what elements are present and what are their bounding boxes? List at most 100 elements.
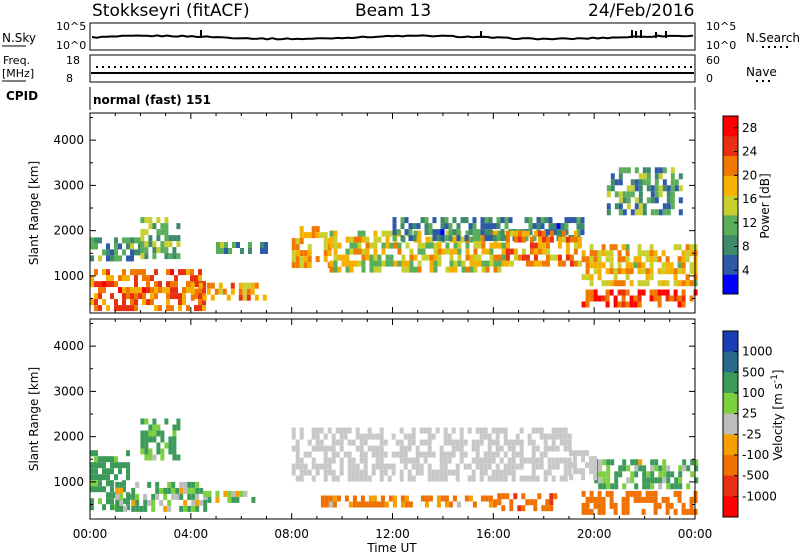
data-cell (207, 490, 212, 497)
data-cell (363, 463, 368, 470)
data-cell (392, 495, 397, 502)
data-cell (456, 235, 461, 242)
data-cell (461, 236, 466, 243)
data-cell (662, 209, 667, 216)
data-cell (367, 433, 372, 440)
data-cell (473, 266, 478, 273)
data-cell (602, 483, 607, 490)
data-cell (198, 287, 202, 294)
data-cell (264, 242, 268, 248)
data-cell (264, 248, 268, 254)
data-cell (419, 427, 424, 434)
data-cell (441, 248, 446, 255)
data-cell (581, 256, 586, 263)
data-cell (106, 480, 110, 487)
data-cell (457, 248, 462, 255)
data-cell (90, 480, 94, 487)
data-cell (315, 232, 320, 239)
data-cell (102, 269, 106, 276)
data-cell (246, 294, 251, 301)
data-cell (445, 248, 450, 255)
data-cell (224, 248, 228, 254)
data-cell (495, 451, 500, 458)
data-cell (357, 260, 362, 267)
data-cell (609, 256, 614, 263)
data-cell (488, 223, 493, 230)
data-cell (424, 229, 429, 236)
data-cell (614, 179, 619, 186)
data-cell (665, 268, 670, 275)
data-cell (453, 236, 458, 243)
data-cell (190, 294, 195, 301)
data-cell (535, 445, 540, 452)
data-cell (646, 197, 651, 204)
data-cell (661, 280, 666, 287)
data-cell (613, 268, 618, 275)
data-cell (413, 230, 418, 237)
data-cell (348, 501, 353, 508)
data-cell (152, 436, 157, 443)
data-cell (232, 242, 236, 248)
data-cell (239, 490, 244, 497)
data-cell (481, 242, 486, 249)
data-cell (618, 167, 623, 174)
data-cell (409, 260, 414, 267)
power-colorbar-tick-label: 28 (742, 121, 757, 135)
data-cell (657, 502, 662, 509)
data-cell (375, 451, 380, 458)
data-cell (589, 496, 594, 503)
data-cell (511, 463, 516, 470)
data-cell (645, 274, 650, 281)
data-cell (198, 282, 203, 289)
data-cell (637, 490, 642, 497)
cpid-mode-text: normal (fast) 151 (93, 93, 211, 107)
data-cell (496, 217, 501, 224)
data-cell (126, 275, 130, 282)
data-cell (254, 294, 259, 301)
data-cell (359, 469, 364, 476)
data-cell (585, 508, 590, 515)
data-cell (533, 248, 538, 255)
data-cell (361, 248, 366, 255)
data-cell (468, 223, 473, 230)
data-cell (601, 244, 606, 251)
data-cell (335, 439, 340, 446)
data-cell (681, 256, 686, 263)
data-cell (443, 463, 448, 470)
data-cell (158, 287, 162, 294)
data-cell (449, 260, 454, 267)
data-cell (307, 250, 312, 257)
data-cell (170, 305, 174, 312)
data-cell (447, 433, 452, 440)
data-cell (135, 505, 140, 512)
data-cell (633, 256, 638, 263)
data-cell (164, 247, 169, 254)
data-cell (669, 268, 674, 275)
data-cell (626, 185, 631, 192)
data-cell (90, 243, 94, 250)
data-cell (629, 301, 634, 308)
data-cell (455, 445, 460, 452)
data-cell (385, 254, 390, 261)
data-cell (563, 475, 568, 482)
data-cell (653, 490, 658, 497)
data-cell (472, 229, 477, 236)
data-cell (407, 445, 412, 452)
data-cell (527, 457, 532, 464)
data-cell (122, 269, 126, 276)
data-cell (427, 439, 432, 446)
data-cell (144, 442, 149, 449)
data-cell (242, 288, 247, 295)
data-cell (291, 250, 296, 257)
data-cell (524, 217, 529, 224)
data-cell (511, 469, 516, 476)
data-cell (174, 275, 178, 282)
data-cell (356, 501, 361, 508)
data-cell (657, 295, 662, 302)
time-tick-label: 00:00 (73, 527, 108, 541)
data-cell (528, 223, 533, 230)
data-cell (634, 465, 639, 472)
data-cell (207, 496, 212, 503)
data-cell (130, 269, 134, 276)
data-cell (195, 493, 200, 500)
